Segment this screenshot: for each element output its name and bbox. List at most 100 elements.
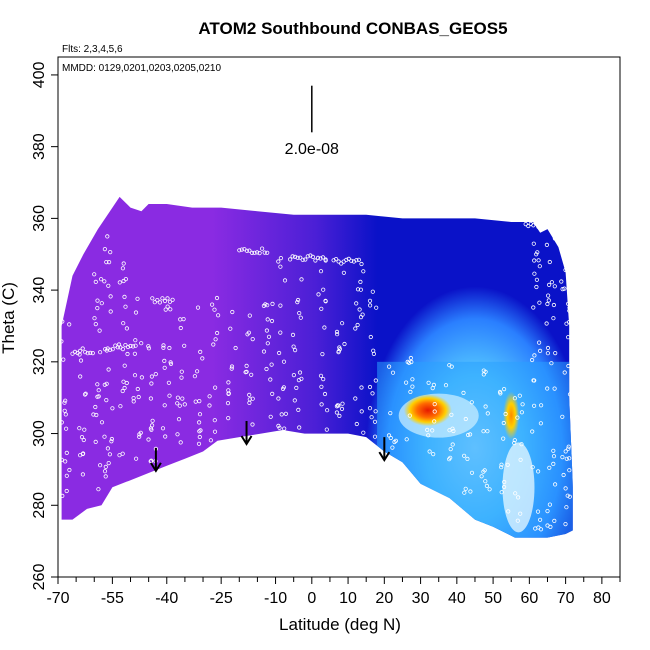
track-point	[548, 524, 553, 530]
track-point	[278, 330, 283, 335]
track-point	[96, 487, 101, 492]
track-point	[523, 222, 528, 227]
y-tick-label: 380	[31, 133, 48, 160]
track-point	[276, 259, 281, 264]
track-point	[117, 453, 122, 458]
track-point	[370, 289, 375, 294]
track-point	[533, 221, 539, 226]
x-tick-label: 40	[448, 590, 466, 607]
track-point	[468, 489, 473, 494]
track-point	[367, 384, 373, 390]
track-point	[83, 350, 88, 355]
track-point	[367, 303, 373, 308]
track-point	[370, 391, 375, 396]
track-point	[547, 465, 552, 470]
track-point	[319, 306, 324, 311]
track-point	[122, 385, 127, 391]
track-point	[182, 402, 187, 407]
track-point	[551, 302, 557, 308]
y-tick-label: 320	[31, 348, 48, 375]
track-point	[553, 350, 558, 356]
track-point	[537, 300, 542, 305]
x-tick-label: -25	[210, 590, 233, 607]
track-point	[534, 277, 540, 282]
track-point	[356, 257, 361, 262]
track-point	[536, 525, 541, 530]
track-point	[279, 412, 284, 417]
track-point	[530, 429, 535, 434]
track-point	[463, 486, 468, 491]
track-point	[198, 428, 203, 433]
track-point	[319, 384, 324, 389]
track-point	[268, 377, 273, 382]
track-point	[181, 316, 186, 322]
track-point	[198, 349, 203, 354]
track-point	[547, 259, 552, 265]
track-point	[531, 305, 536, 310]
track-point	[165, 296, 170, 301]
track-point	[318, 256, 323, 261]
track-point	[105, 234, 110, 239]
track-point	[320, 351, 325, 357]
y-tick-label: 300	[31, 420, 48, 447]
track-point	[247, 392, 252, 397]
track-point	[90, 350, 95, 356]
track-point	[247, 248, 252, 253]
track-point	[465, 432, 471, 438]
track-point	[278, 255, 283, 261]
track-point	[243, 370, 248, 375]
track-point	[323, 257, 328, 262]
track-point	[447, 428, 452, 433]
track-point	[239, 247, 244, 252]
track-point	[148, 396, 153, 401]
track-point	[226, 391, 231, 396]
track-point	[538, 223, 544, 228]
track-point	[546, 282, 552, 287]
x-tick-label: 0	[307, 590, 316, 607]
track-point	[358, 314, 364, 320]
track-point	[278, 264, 283, 269]
track-point	[546, 221, 551, 226]
track-point	[81, 451, 86, 456]
track-point	[226, 415, 231, 421]
track-point	[322, 325, 327, 330]
track-point	[120, 346, 126, 352]
track-point	[386, 364, 392, 369]
track-point	[359, 261, 364, 267]
track-point	[545, 301, 550, 307]
track-point	[537, 517, 543, 522]
track-point	[63, 412, 68, 417]
track-point	[298, 255, 303, 260]
track-point	[99, 301, 104, 306]
track-point	[359, 409, 364, 414]
track-point	[305, 254, 310, 259]
track-point	[296, 407, 301, 412]
track-point	[501, 436, 506, 441]
track-point	[268, 414, 273, 419]
track-point	[212, 418, 217, 423]
track-point	[563, 521, 568, 527]
track-point	[155, 297, 160, 303]
y-tick-label: 260	[31, 564, 48, 591]
track-point	[109, 436, 115, 442]
track-point	[102, 279, 107, 284]
track-point	[291, 372, 296, 378]
track-point	[567, 308, 572, 313]
track-point	[318, 269, 324, 274]
track-point	[94, 412, 99, 418]
track-point	[195, 305, 201, 310]
track-point	[93, 279, 98, 284]
track-point	[324, 408, 330, 413]
track-point	[247, 400, 252, 405]
plot-frame	[57, 56, 621, 578]
track-point	[334, 404, 339, 409]
track-point	[213, 337, 218, 342]
track-point	[193, 399, 198, 404]
track-point	[134, 456, 139, 461]
track-point	[485, 411, 490, 416]
flight-track-points	[59, 221, 573, 532]
track-point	[294, 385, 299, 390]
track-point	[342, 341, 347, 347]
track-point	[353, 396, 358, 401]
track-point	[344, 257, 349, 262]
